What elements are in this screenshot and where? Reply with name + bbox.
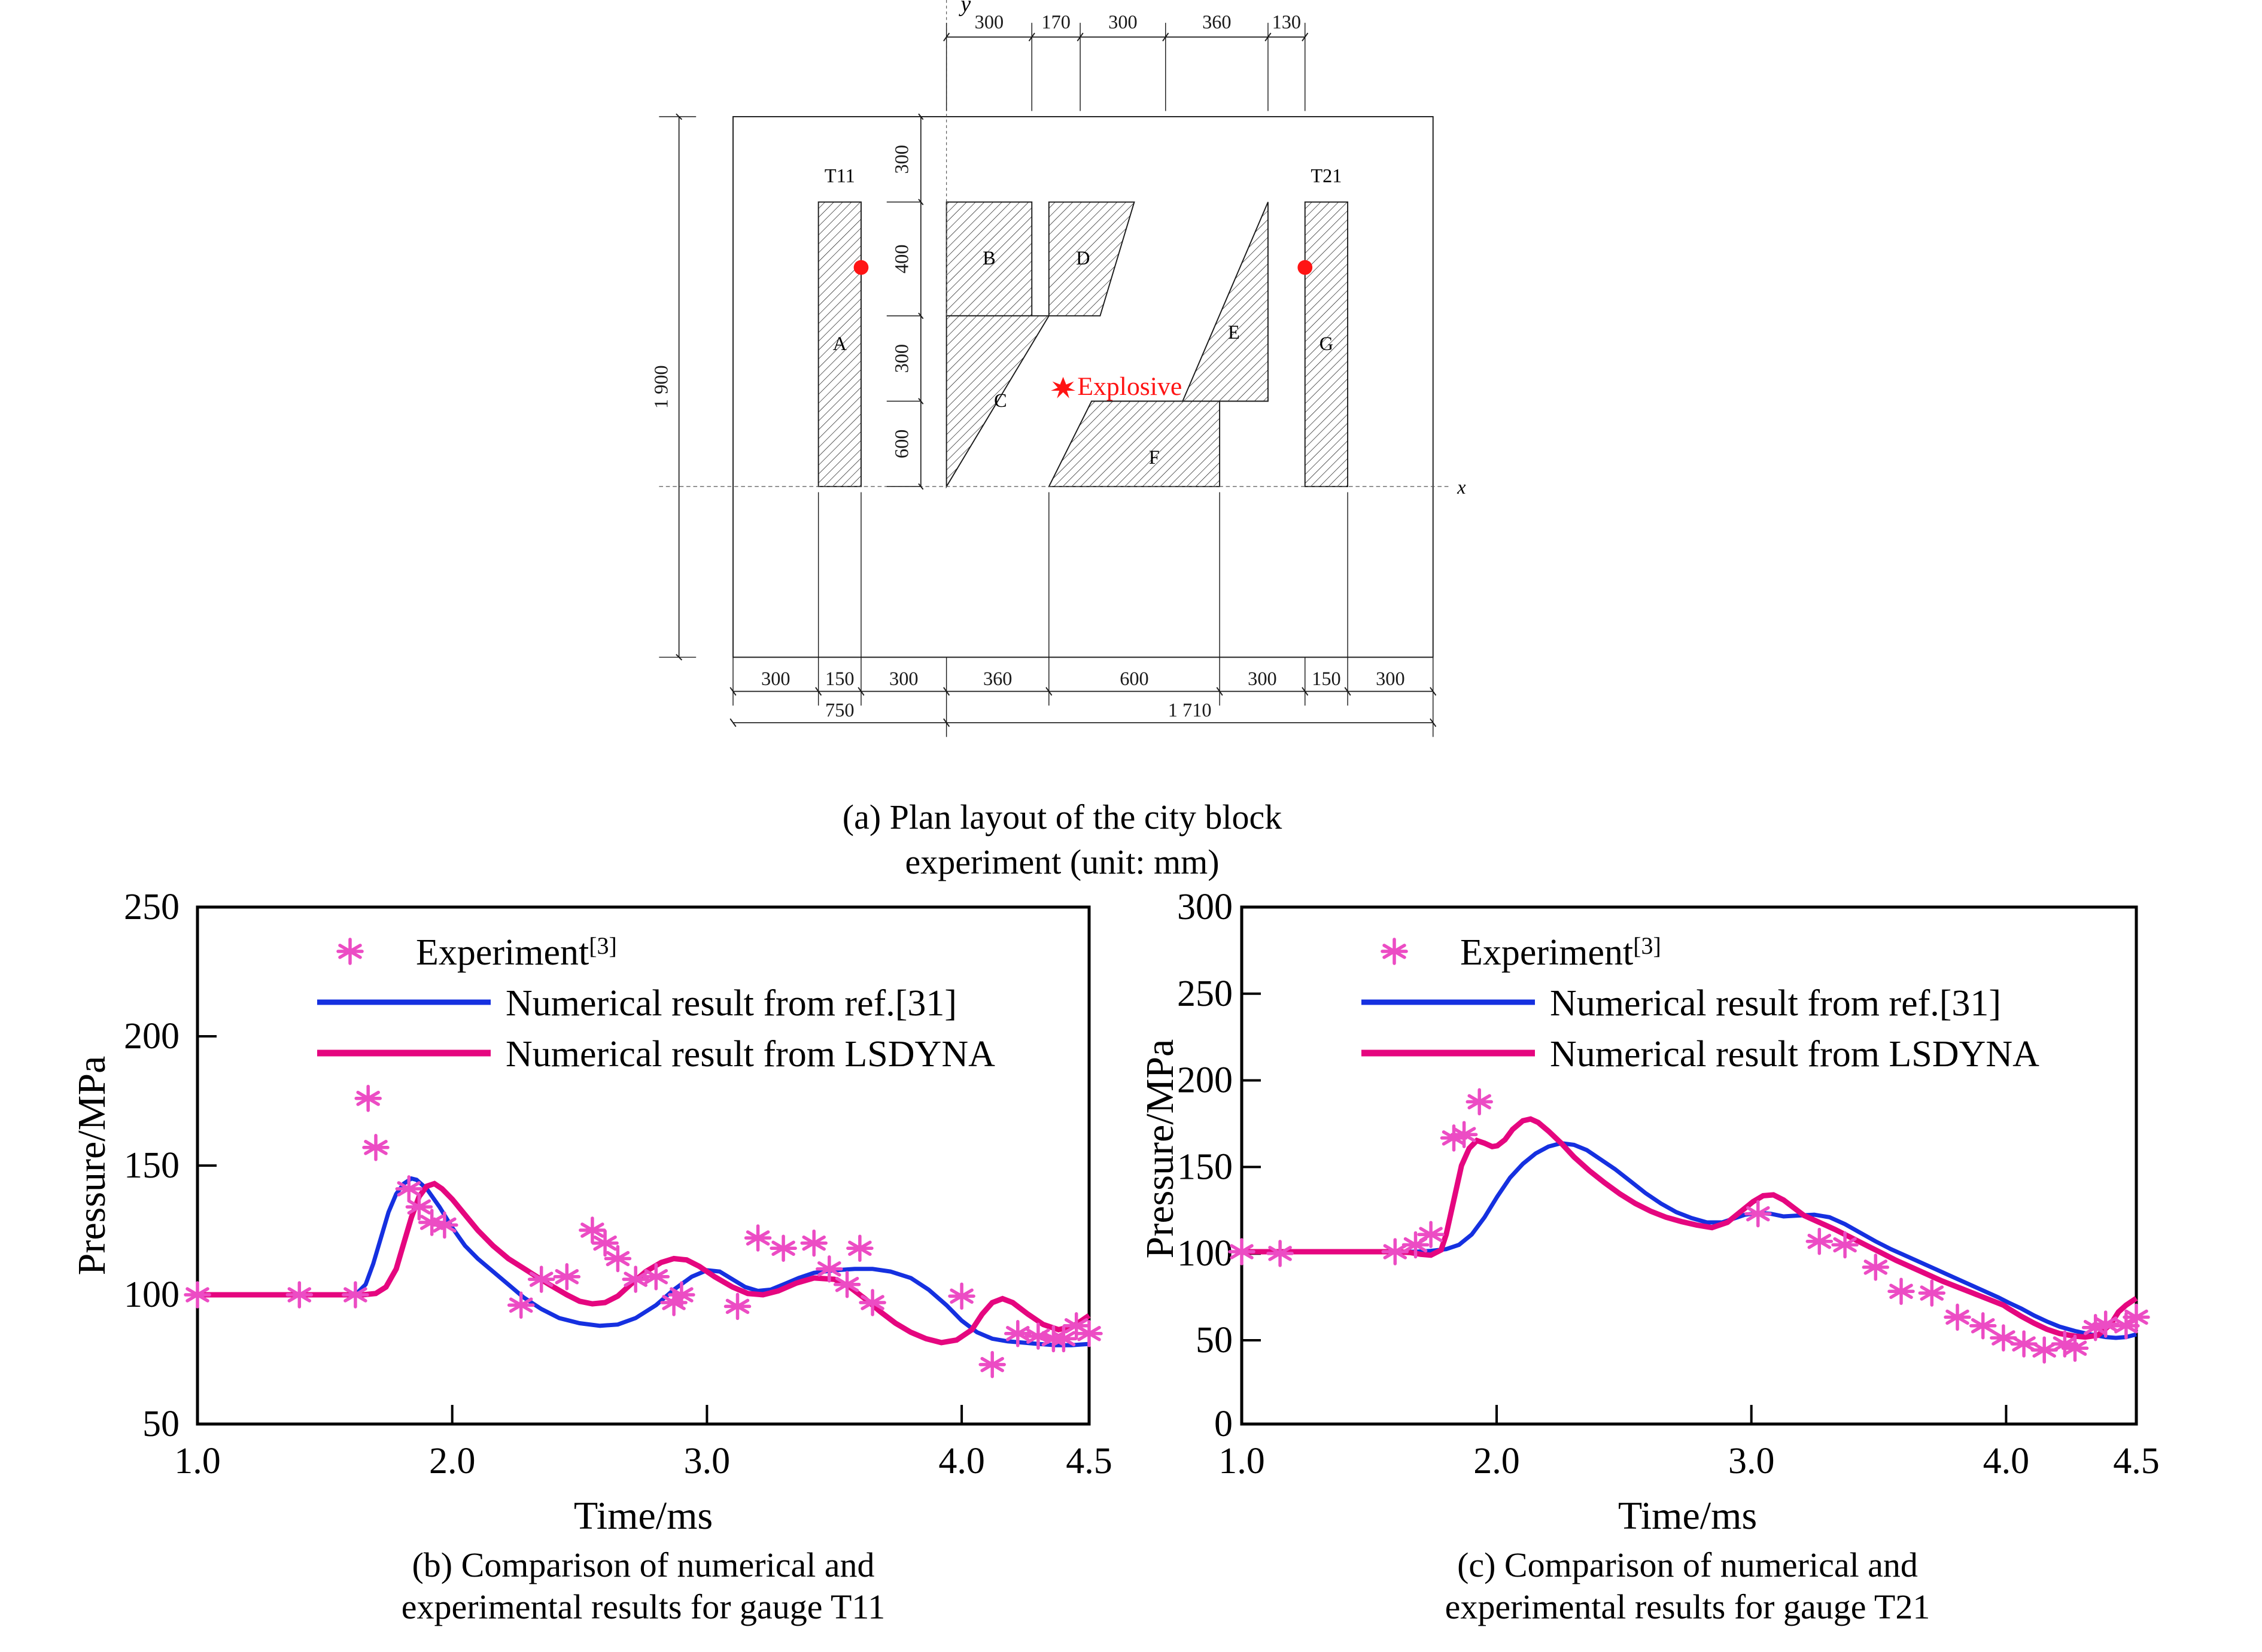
svg-text:T21: T21 <box>1311 165 1342 186</box>
svg-text:Numerical result from ref.[31]: Numerical result from ref.[31] <box>506 983 957 1024</box>
svg-text:G: G <box>1320 333 1333 354</box>
svg-text:4.5: 4.5 <box>2113 1441 2160 1481</box>
svg-text:300: 300 <box>1376 668 1405 689</box>
svg-text:1.0: 1.0 <box>174 1441 221 1481</box>
svg-text:600: 600 <box>890 430 912 459</box>
svg-text:300: 300 <box>761 668 791 689</box>
svg-text:300: 300 <box>890 145 912 174</box>
svg-text:300: 300 <box>890 344 912 373</box>
svg-text:(c) Comparison of numerical an: (c) Comparison of numerical and <box>1457 1545 1918 1584</box>
svg-text:experiment (unit: mm): experiment (unit: mm) <box>905 842 1219 881</box>
svg-text:B: B <box>983 247 996 269</box>
svg-text:100: 100 <box>124 1274 180 1315</box>
svg-text:Pressure/MPa: Pressure/MPa <box>70 1056 114 1276</box>
svg-text:170: 170 <box>1041 11 1071 33</box>
svg-text:360: 360 <box>1202 11 1232 33</box>
svg-text:200: 200 <box>124 1016 180 1057</box>
svg-text:C: C <box>994 390 1007 411</box>
svg-text:150: 150 <box>1177 1146 1233 1187</box>
svg-text:(a) Plan layout of the city bl: (a) Plan layout of the city block <box>843 798 1282 836</box>
svg-text:Pressure/MPa: Pressure/MPa <box>1138 1039 1182 1259</box>
svg-text:300: 300 <box>975 11 1004 33</box>
svg-text:F: F <box>1149 446 1160 468</box>
svg-text:1 900: 1 900 <box>650 365 672 409</box>
svg-text:E: E <box>1228 321 1240 343</box>
svg-text:300: 300 <box>1177 887 1233 927</box>
svg-text:130: 130 <box>1272 11 1302 33</box>
svg-text:A: A <box>833 333 847 354</box>
svg-text:(b) Comparison of numerical an: (b) Comparison of numerical and <box>412 1545 874 1584</box>
svg-text:50: 50 <box>142 1404 180 1444</box>
svg-text:Explosive: Explosive <box>1077 372 1182 401</box>
svg-text:0: 0 <box>1214 1404 1233 1444</box>
svg-text:300: 300 <box>1108 11 1138 33</box>
svg-text:Experiment[3]: Experiment[3] <box>416 932 617 973</box>
svg-text:experimental results for gauge: experimental results for gauge T11 <box>402 1587 886 1626</box>
svg-text:2.0: 2.0 <box>1473 1441 1520 1481</box>
svg-text:360: 360 <box>983 668 1013 689</box>
svg-text:150: 150 <box>825 668 855 689</box>
svg-text:400: 400 <box>890 245 912 274</box>
svg-text:100: 100 <box>1177 1233 1233 1274</box>
svg-text:4.0: 4.0 <box>1983 1441 2030 1481</box>
svg-text:2.0: 2.0 <box>429 1441 476 1481</box>
svg-text:300: 300 <box>889 668 919 689</box>
svg-text:Time/ms: Time/ms <box>1618 1494 1757 1538</box>
svg-text:150: 150 <box>1312 668 1341 689</box>
svg-text:T11: T11 <box>825 165 855 186</box>
svg-text:600: 600 <box>1120 668 1149 689</box>
svg-text:750: 750 <box>825 699 855 720</box>
svg-text:Numerical result from ref.[31]: Numerical result from ref.[31] <box>1550 983 2001 1024</box>
svg-text:50: 50 <box>1196 1320 1233 1361</box>
svg-text:300: 300 <box>1248 668 1277 689</box>
svg-text:1 710: 1 710 <box>1168 699 1212 720</box>
svg-text:200: 200 <box>1177 1060 1233 1101</box>
svg-text:3.0: 3.0 <box>1728 1441 1775 1481</box>
svg-text:4.0: 4.0 <box>938 1441 985 1481</box>
svg-text:1.0: 1.0 <box>1218 1441 1265 1481</box>
svg-text:Numerical result from LSDYNA: Numerical result from LSDYNA <box>1550 1034 2039 1075</box>
svg-text:150: 150 <box>124 1145 180 1186</box>
svg-text:4.5: 4.5 <box>1066 1441 1112 1481</box>
svg-text:D: D <box>1076 247 1090 269</box>
svg-text:Numerical result from LSDYNA: Numerical result from LSDYNA <box>506 1034 995 1075</box>
svg-text:x: x <box>1457 476 1466 498</box>
svg-text:Experiment[3]: Experiment[3] <box>1460 932 1661 973</box>
svg-text:250: 250 <box>124 887 180 927</box>
svg-text:experimental results for gauge: experimental results for gauge T21 <box>1445 1587 1930 1626</box>
svg-text:250: 250 <box>1177 973 1233 1014</box>
svg-text:3.0: 3.0 <box>684 1441 731 1481</box>
svg-text:Time/ms: Time/ms <box>574 1494 713 1538</box>
